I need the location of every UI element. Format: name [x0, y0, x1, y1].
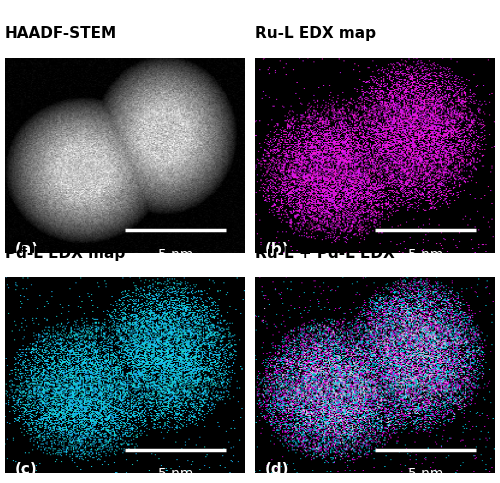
Text: 5 nm: 5 nm	[158, 468, 193, 482]
Text: Pd-L EDX map: Pd-L EDX map	[5, 246, 125, 261]
Text: Ru-L + Pd-L EDX: Ru-L + Pd-L EDX	[255, 246, 395, 261]
Text: 5 nm: 5 nm	[408, 248, 443, 262]
Text: Ru-L EDX map: Ru-L EDX map	[255, 26, 376, 41]
Text: (a): (a)	[14, 242, 38, 257]
Text: HAADF-STEM: HAADF-STEM	[5, 26, 117, 41]
Text: 5 nm: 5 nm	[408, 468, 443, 482]
Text: (d): (d)	[264, 462, 289, 477]
Text: (b): (b)	[264, 242, 289, 257]
Text: 5 nm: 5 nm	[158, 248, 193, 262]
Text: (c): (c)	[14, 462, 38, 477]
